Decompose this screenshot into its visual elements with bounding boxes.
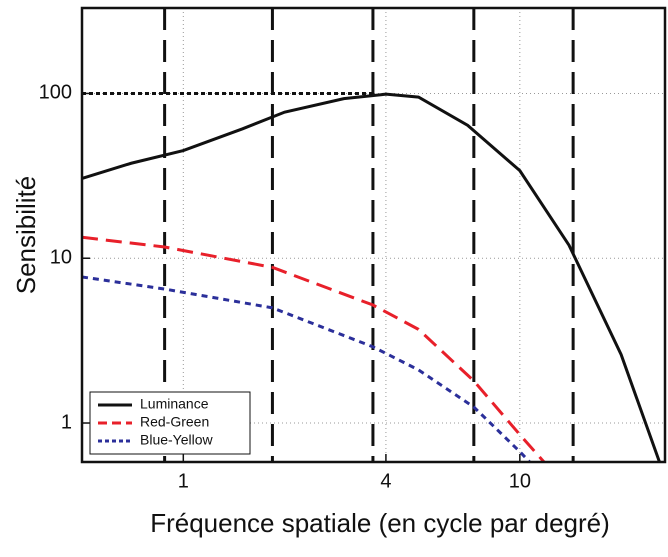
x-axis-label: Fréquence spatiale (en cycle par degré) [150,508,610,538]
x-tick-label: 10 [509,470,531,492]
y-tick-label: 1 [61,411,72,433]
plot-area [82,8,665,462]
x-tick-label: 1 [178,470,189,492]
y-tick-label: 10 [50,247,72,269]
data-line [82,275,531,462]
y-axis-label: Sensibilité [11,176,41,295]
y-tick-label: 100 [39,82,72,104]
x-tick-label: 4 [380,470,391,492]
legend-label: Blue-Yellow [140,432,214,448]
data-line [82,92,661,462]
plot-frame [80,6,667,464]
data-line [82,235,546,462]
legend-label: Luminance [140,396,209,412]
legend-label: Red-Green [140,414,209,430]
